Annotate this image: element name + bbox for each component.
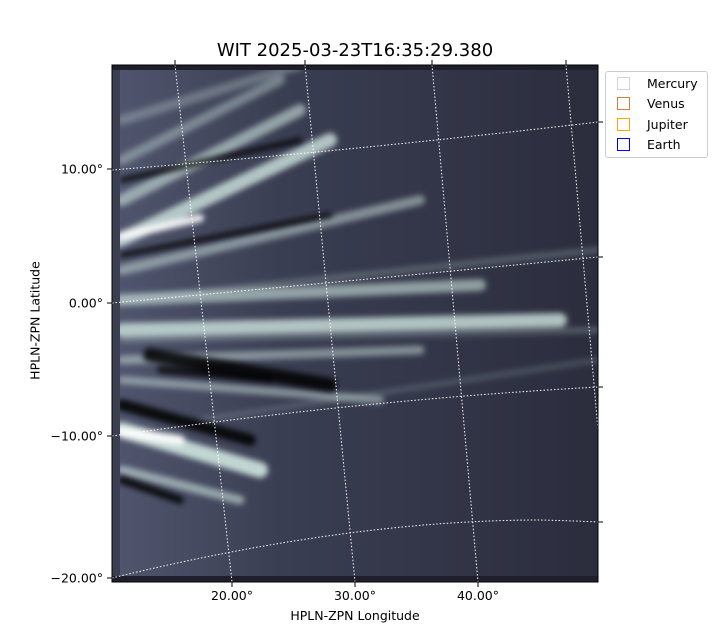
legend-item-mercury: Mercury [617, 74, 698, 92]
coronal-streamer [118, 214, 204, 240]
coronal-streamer [117, 427, 185, 445]
coronal-streamer [117, 195, 425, 275]
coronal-streamer [119, 247, 598, 303]
dark-lane [119, 212, 333, 258]
legend-label: Mercury [647, 75, 698, 91]
legend-swatch [617, 117, 630, 131]
dark-lane [118, 476, 184, 504]
y-tick-label: −20.00° [50, 570, 103, 586]
x-tick-label: 20.00° [210, 588, 254, 603]
legend-item-jupiter: Jupiter [617, 115, 688, 133]
x-axis-label: HPLN-ZPN Longitude [290, 608, 420, 623]
legend-swatch [617, 76, 630, 90]
coronal-streamer [117, 65, 305, 125]
y-tick-label: 10.00° [60, 161, 103, 177]
legend-label: Venus [647, 95, 685, 111]
dark-lane [119, 137, 303, 183]
chart-title: WIT 2025-03-23T16:35:29.380 [216, 40, 494, 61]
legend-item-earth: Earth [617, 135, 681, 153]
coronal-streamer [119, 327, 598, 343]
dark-lane [143, 348, 337, 392]
coronal-streamer [113, 133, 337, 247]
coronal-streamer [117, 465, 245, 505]
coronal-streamer [117, 75, 285, 165]
legend: Mercury Venus Jupiter Earth [605, 71, 708, 158]
legend-label: Earth [647, 136, 681, 152]
legend-swatch [617, 96, 630, 110]
coordinate-grid [112, 65, 598, 582]
coronal-streamer [197, 357, 598, 423]
legend-label: Jupiter [647, 116, 688, 132]
dark-lane [116, 399, 256, 446]
x-tick-label: 30.00° [333, 588, 377, 603]
y-tick-label: −10.00° [50, 428, 103, 444]
coronal-streamer [116, 104, 306, 206]
dark-lane [157, 367, 273, 383]
y-tick-label: 0.00° [68, 295, 103, 311]
coronal-streamer [115, 313, 567, 337]
legend-swatch [617, 137, 630, 151]
y-axis-label: HPLN-ZPN Latitude [27, 261, 43, 380]
coronal-streamer [114, 279, 486, 306]
legend-item-venus: Venus [617, 94, 685, 112]
x-tick-label: 40.00° [456, 588, 500, 603]
